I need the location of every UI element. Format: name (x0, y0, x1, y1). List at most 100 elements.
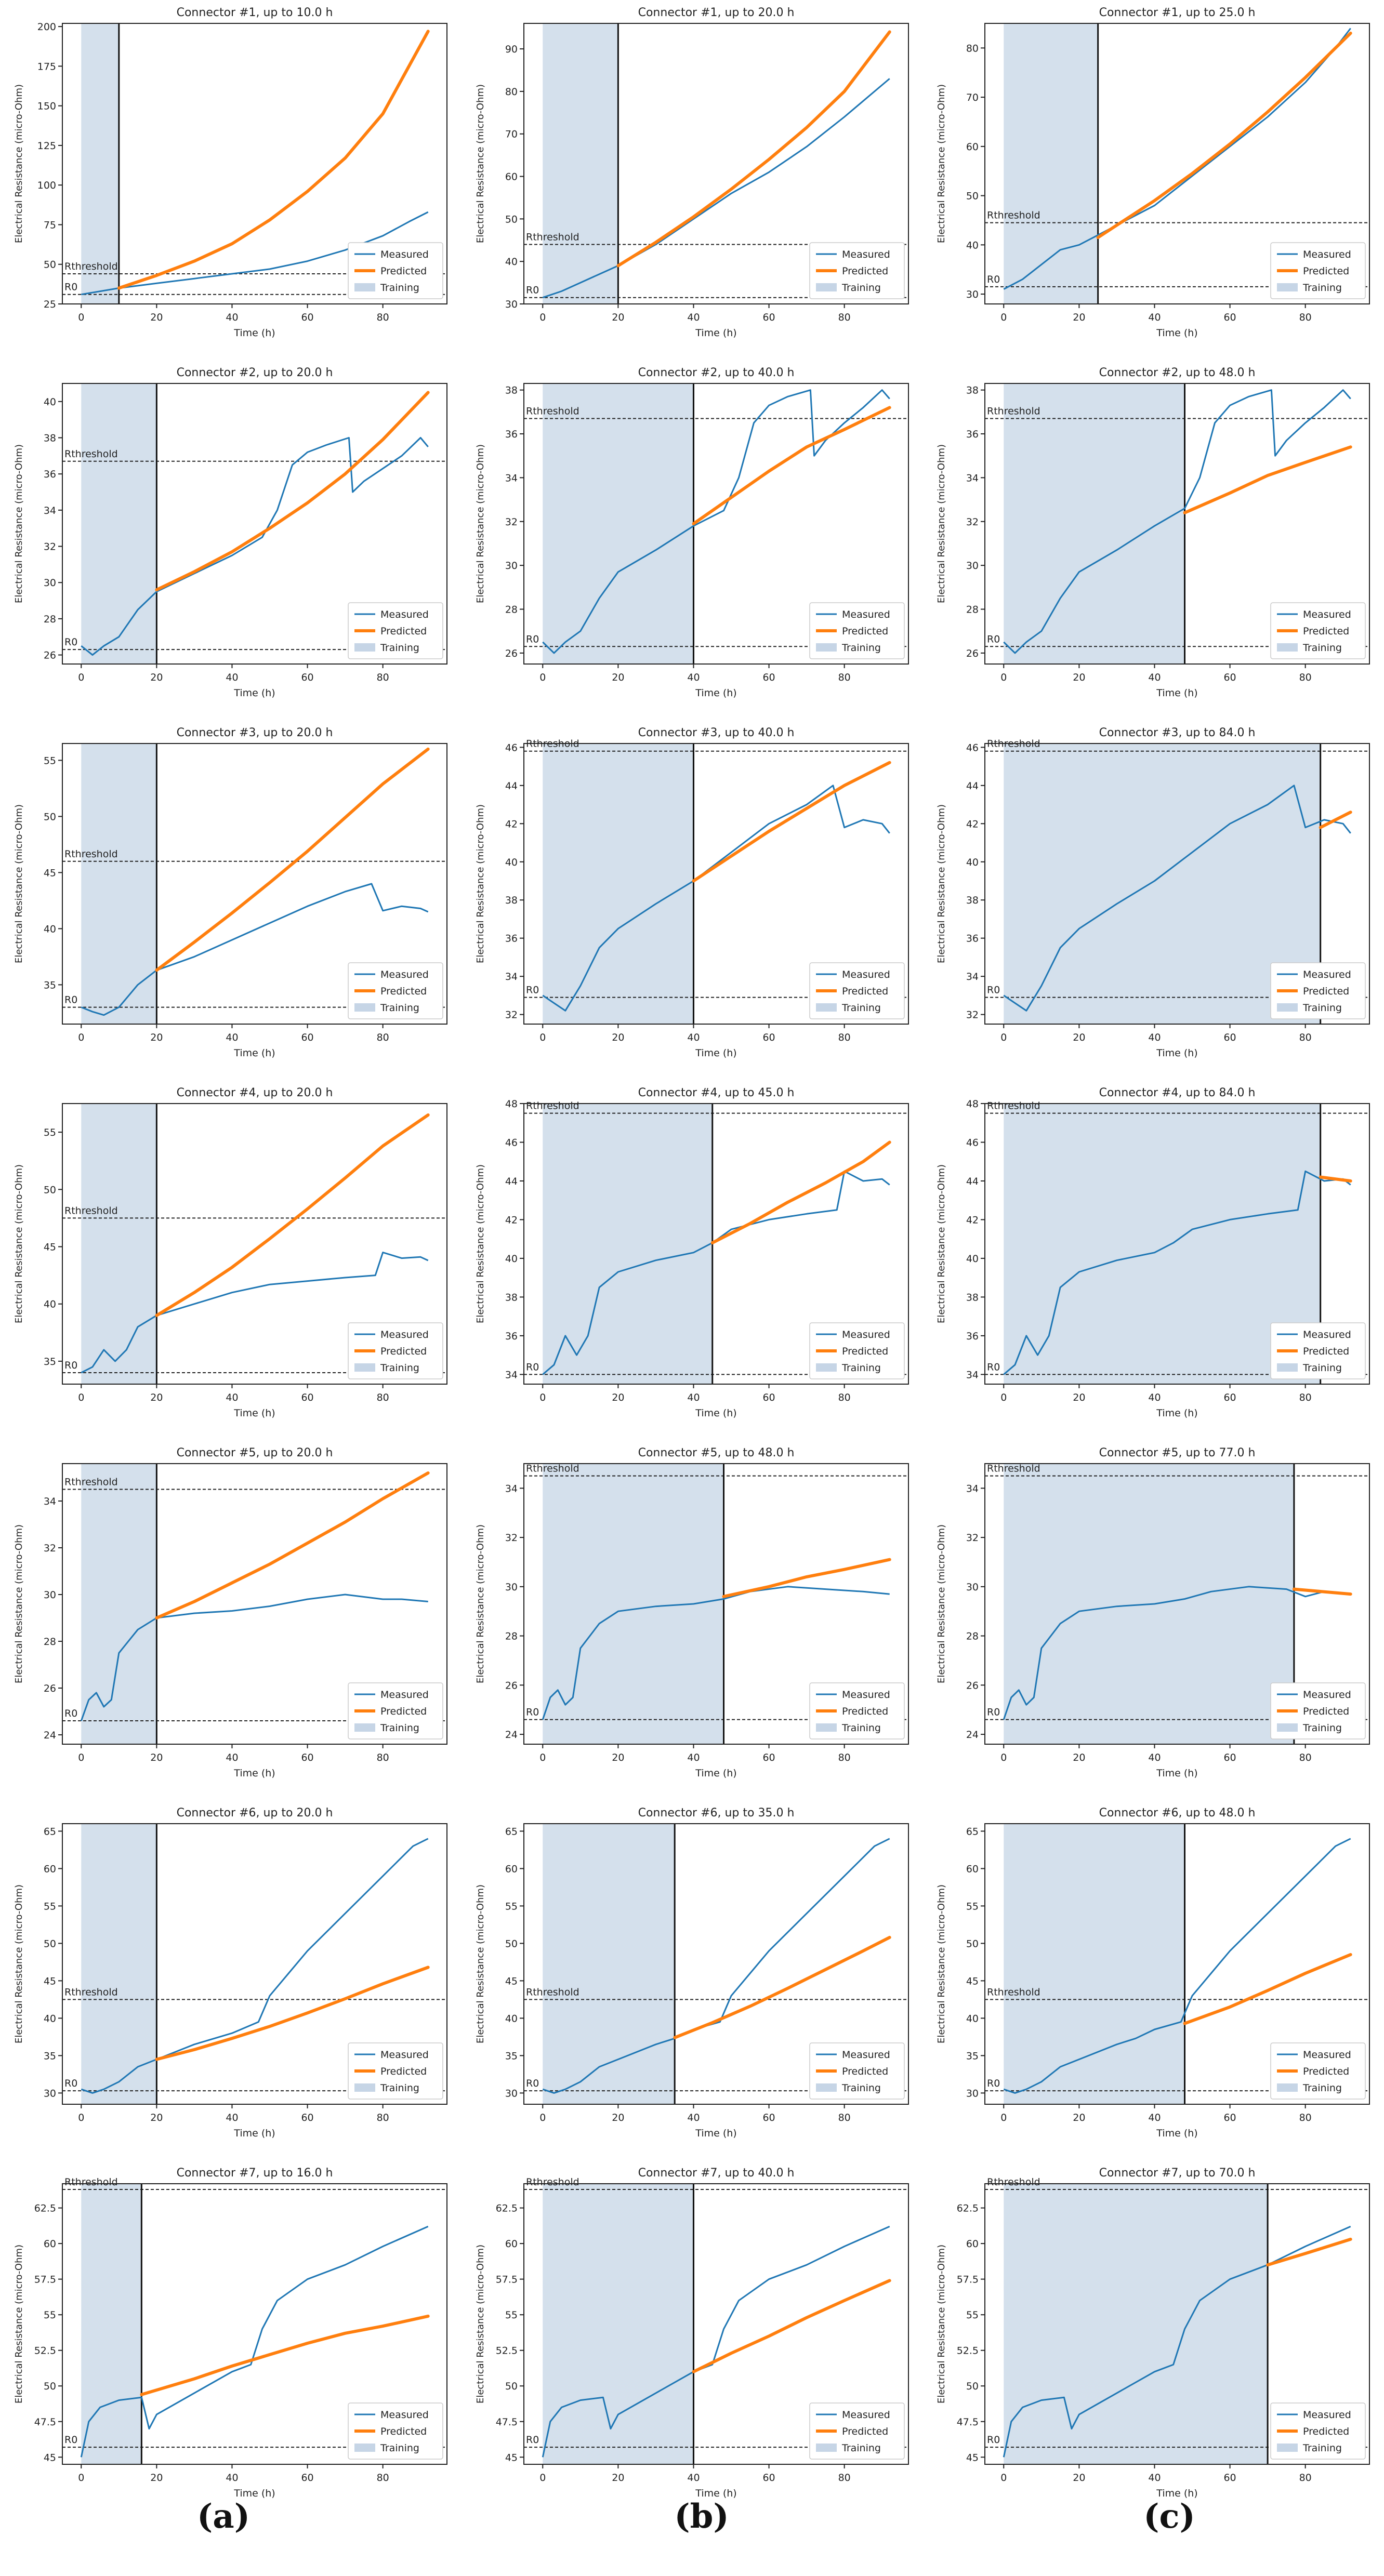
plot-area (985, 743, 1369, 1024)
y-tick-label: 47.5 (496, 2416, 518, 2428)
y-tick-label: 28 (44, 614, 56, 625)
y-tick-label: 46 (505, 1137, 518, 1148)
y-tick-label: 75 (44, 219, 56, 231)
y-tick-label: 55 (505, 2309, 518, 2321)
x-tick-label: 80 (1299, 1392, 1312, 1403)
y-tick-label: 30 (505, 560, 518, 572)
x-tick-label: 20 (150, 312, 163, 323)
y-tick-label: 150 (37, 101, 56, 112)
y-tick-label: 57.5 (34, 2274, 56, 2286)
chart-svg: Connector #4, up to 20.0 h Rthreshold R0 0 2… (14, 1086, 447, 1419)
chart-title: Connector #6, up to 35.0 h (638, 1807, 795, 1820)
y-axis-label: Electrical Resistance (micro-Ohm) (14, 1524, 24, 1683)
legend-training-label: Training (841, 2442, 881, 2454)
x-tick-label: 40 (1148, 312, 1161, 323)
chart-panel: Connector #4, up to 20.0 h Rthreshold R0 0 2… (0, 1080, 462, 1438)
y-tick-label: 45 (505, 2452, 518, 2463)
legend-training-label: Training (380, 1722, 419, 1734)
legend-predicted-label: Predicted (842, 626, 888, 637)
y-tick-label: 28 (966, 604, 979, 616)
chart-panel: Connector #5, up to 77.0 h Rthreshold R0 0 2… (922, 1440, 1384, 1798)
y-axis-label: Electrical Resistance (micro-Ohm) (936, 1524, 947, 1683)
y-tick-label: 32 (966, 516, 979, 528)
chart-svg: Connector #2, up to 48.0 h Rthreshold R0 0 2… (936, 366, 1370, 699)
x-tick-label: 40 (1148, 1752, 1161, 1763)
predicted-series (1319, 811, 1352, 829)
x-tick-label: 40 (687, 312, 700, 323)
x-tick-label: 40 (687, 2472, 700, 2484)
y-tick-label: 100 (37, 180, 56, 191)
y-tick-label: 57.5 (496, 2274, 518, 2286)
legend-predicted-label: Predicted (380, 1346, 427, 1357)
y-tick-label: 45 (44, 867, 56, 879)
x-tick-label: 20 (150, 2472, 163, 2484)
legend-training-label: Training (380, 282, 419, 294)
measured-series (81, 883, 429, 1016)
y-tick-label: 60 (966, 1863, 979, 1875)
y-tick-label: 55 (44, 1127, 56, 1138)
plot-area (62, 383, 447, 664)
y-tick-label: 44 (505, 780, 518, 792)
y-tick-label: 28 (505, 1631, 518, 1642)
y-tick-label: 40 (505, 857, 518, 868)
y-tick-label: 32 (505, 1532, 518, 1544)
y-tick-label: 62.5 (957, 2203, 979, 2214)
y-tick-label: 34 (966, 1369, 979, 1380)
legend: Measured Predicted Training (348, 2042, 443, 2100)
legend: Measured Predicted Training (1270, 602, 1366, 659)
y-tick-label: 35 (505, 2050, 518, 2062)
x-tick-label: 80 (838, 2472, 851, 2484)
y-tick-label: 36 (505, 1331, 518, 1342)
y-tick-label: 28 (44, 1636, 56, 1648)
legend-training-label: Training (841, 1002, 881, 1014)
x-tick-label: 20 (612, 1032, 624, 1043)
plot-frame (984, 1463, 1370, 1745)
y-tick-label: 26 (44, 650, 56, 661)
plot-area (62, 2184, 447, 2464)
plot-frame (984, 1823, 1370, 2105)
legend-training-label: Training (380, 1002, 419, 1014)
measured-series (81, 437, 429, 656)
y-tick-label: 62.5 (34, 2203, 56, 2214)
x-axis-label: Time (h) (1156, 687, 1197, 699)
y-tick-label: 45 (505, 1975, 518, 1987)
legend-training-label: Training (841, 1722, 881, 1734)
x-tick-label: 20 (612, 2472, 624, 2484)
x-tick-label: 20 (612, 312, 624, 323)
x-tick-label: 0 (539, 1752, 546, 1763)
training-region (81, 1824, 157, 2104)
y-tick-label: 36 (966, 933, 979, 945)
legend: Measured Predicted Training (1270, 242, 1366, 299)
legend-predicted-label: Predicted (1303, 1346, 1349, 1357)
y-tick-label: 38 (966, 1292, 979, 1303)
y-tick-label: 60 (966, 2238, 979, 2250)
threshold-label: Rthreshold (526, 1463, 579, 1475)
x-tick-label: 0 (78, 672, 84, 683)
y-axis-label: Electrical Resistance (micro-Ohm) (475, 1884, 486, 2043)
legend-predicted-label: Predicted (1303, 2066, 1349, 2077)
x-tick-label: 20 (1073, 312, 1085, 323)
legend-predicted-label: Predicted (1303, 986, 1349, 997)
r0-label: R0 (64, 2078, 77, 2089)
legend: Measured Predicted Training (348, 1322, 443, 1379)
legend-training-swatch (816, 1723, 837, 1732)
training-region (543, 1104, 713, 1384)
r0-label: R0 (64, 636, 77, 648)
plot-frame (523, 1103, 909, 1385)
x-tick-label: 20 (612, 2112, 624, 2123)
y-tick-label: 40 (44, 923, 56, 935)
x-tick-label: 40 (226, 1752, 238, 1763)
y-tick-label: 30 (966, 289, 979, 300)
y-axis-label: Electrical Resistance (micro-Ohm) (936, 1164, 947, 1323)
y-tick-label: 48 (505, 1098, 518, 1110)
measured-series (542, 785, 890, 1012)
predicted-series (692, 761, 891, 883)
legend-predicted-label: Predicted (380, 2066, 427, 2077)
x-tick-label: 0 (539, 312, 546, 323)
threshold-label: Rthreshold (64, 1477, 118, 1488)
y-tick-label: 40 (966, 1253, 979, 1265)
training-region (81, 743, 157, 1024)
x-tick-label: 0 (1000, 312, 1007, 323)
r0-label: R0 (64, 282, 77, 293)
